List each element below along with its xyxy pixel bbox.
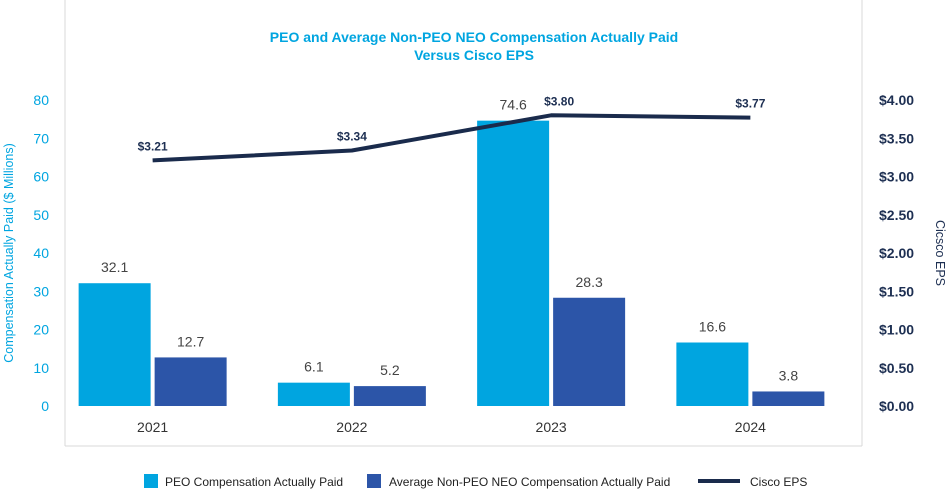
chart-title-line-1: PEO and Average Non-PEO NEO Compensation… (270, 29, 678, 45)
y-left-tick-label: 0 (41, 398, 49, 414)
y-left-tick-label: 80 (33, 92, 49, 108)
neo-bar (752, 391, 825, 406)
peo-bar (676, 342, 749, 406)
neo-bar-label: 5.2 (380, 362, 400, 378)
y-right-tick-label: $1.50 (879, 283, 914, 299)
peo-bar-label: 16.6 (699, 319, 726, 335)
neo-bar (154, 357, 227, 406)
y-right-tick-label: $2.50 (879, 207, 914, 223)
legend: PEO Compensation Actually Paid Average No… (144, 474, 807, 489)
y-right-tick-label: $3.00 (879, 169, 914, 185)
x-tick-label: 2023 (536, 419, 567, 435)
y-left-tick-label: 10 (33, 360, 49, 376)
legend-label-eps: Cisco EPS (750, 475, 807, 489)
peo-bar (277, 382, 350, 406)
bars-group (78, 120, 825, 406)
y-left-tick-label: 60 (33, 169, 49, 185)
eps-point-label: $3.34 (337, 129, 367, 143)
neo-bar-label: 28.3 (576, 274, 603, 290)
chart-title-line-2: Versus Cisco EPS (414, 47, 534, 63)
legend-swatch-peo (144, 474, 158, 488)
peo-bar-label: 6.1 (304, 359, 324, 375)
eps-line (152, 113, 751, 163)
y-axis-left-title: Compensation Actually Paid ($ Millions) (2, 143, 16, 363)
peo-bar (78, 283, 151, 406)
eps-line-group: $3.21 $3.34 $3.80 $3.77 (138, 94, 766, 163)
x-axis-ticks: 2021 2022 2023 2024 (137, 419, 766, 435)
y-axis-right-title: Cicsco EPS (933, 220, 947, 286)
legend-label-neo: Average Non-PEO NEO Compensation Actuall… (389, 475, 670, 489)
y-right-tick-label: $2.00 (879, 245, 914, 261)
y-left-tick-label: 30 (33, 283, 49, 299)
eps-point-label: $3.77 (735, 97, 765, 111)
legend-label-peo: PEO Compensation Actually Paid (165, 475, 343, 489)
eps-point-label: $3.21 (138, 139, 168, 153)
neo-bar (353, 386, 426, 406)
bar-labels-group: 32.1 12.7 6.1 5.2 74.6 28.3 16.6 3.8 (101, 97, 798, 384)
x-tick-label: 2022 (336, 419, 367, 435)
neo-bar-label: 12.7 (177, 333, 204, 349)
peo-bar-label: 74.6 (500, 97, 527, 113)
y-left-tick-label: 20 (33, 322, 49, 338)
y-axis-right-ticks: $0.00 $0.50 $1.00 $1.50 $2.00 $2.50 $3.00 $3.50… (879, 92, 914, 414)
legend-swatch-neo (367, 474, 381, 488)
x-tick-label: 2021 (137, 419, 168, 435)
y-axis-left-ticks: 0 10 20 30 40 50 60 70 80 (33, 92, 49, 414)
peo-bar (477, 120, 550, 406)
y-left-tick-label: 40 (33, 245, 49, 261)
peo-bar-label: 32.1 (101, 259, 128, 275)
y-left-tick-label: 50 (33, 207, 49, 223)
y-right-tick-label: $0.50 (879, 360, 914, 376)
y-right-tick-label: $1.00 (879, 322, 914, 338)
eps-point-label: $3.80 (544, 94, 574, 108)
neo-bar (553, 297, 626, 406)
y-left-tick-label: 70 (33, 130, 49, 146)
y-right-tick-label: $4.00 (879, 92, 914, 108)
y-right-tick-label: $3.50 (879, 130, 914, 146)
x-tick-label: 2024 (735, 419, 766, 435)
chart-frame (64, 0, 863, 447)
y-right-tick-label: $0.00 (879, 398, 914, 414)
neo-bar-label: 3.8 (779, 367, 799, 383)
